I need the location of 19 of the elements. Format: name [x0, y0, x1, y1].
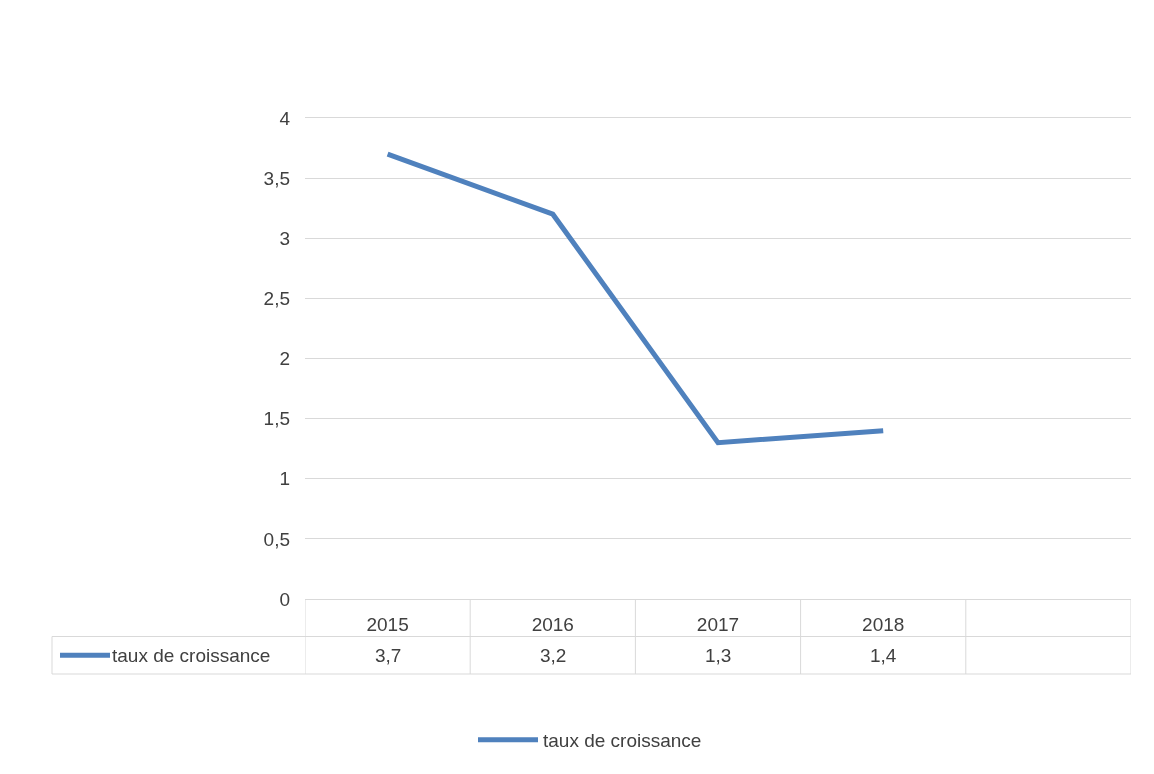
y-tick-label: 3: [279, 227, 290, 249]
y-tick-label: 3,5: [263, 167, 290, 189]
x-tick-label: 2018: [862, 613, 905, 635]
legend-label: taux de croissance: [112, 645, 271, 666]
data-label: 1,3: [705, 645, 732, 666]
x-tick-label: 2015: [366, 613, 409, 635]
y-tick-label: 2: [279, 348, 290, 370]
x-tick-label: 2016: [531, 613, 574, 635]
text: taux de croissance: [543, 730, 702, 752]
data-label: 3,7: [375, 645, 402, 666]
y-tick-label: 1: [279, 468, 290, 490]
x-tick-label: 2017: [696, 613, 740, 635]
y-tick-label: 1,5: [263, 408, 290, 430]
y-tick-label: 2,5: [263, 288, 290, 310]
y-tick-label: 0: [279, 588, 290, 610]
y-tick-label: 4: [279, 107, 291, 129]
y-tick-label: 0,5: [263, 528, 290, 550]
data-label: 1,4: [870, 645, 897, 666]
data-label: 3,2: [540, 645, 567, 666]
